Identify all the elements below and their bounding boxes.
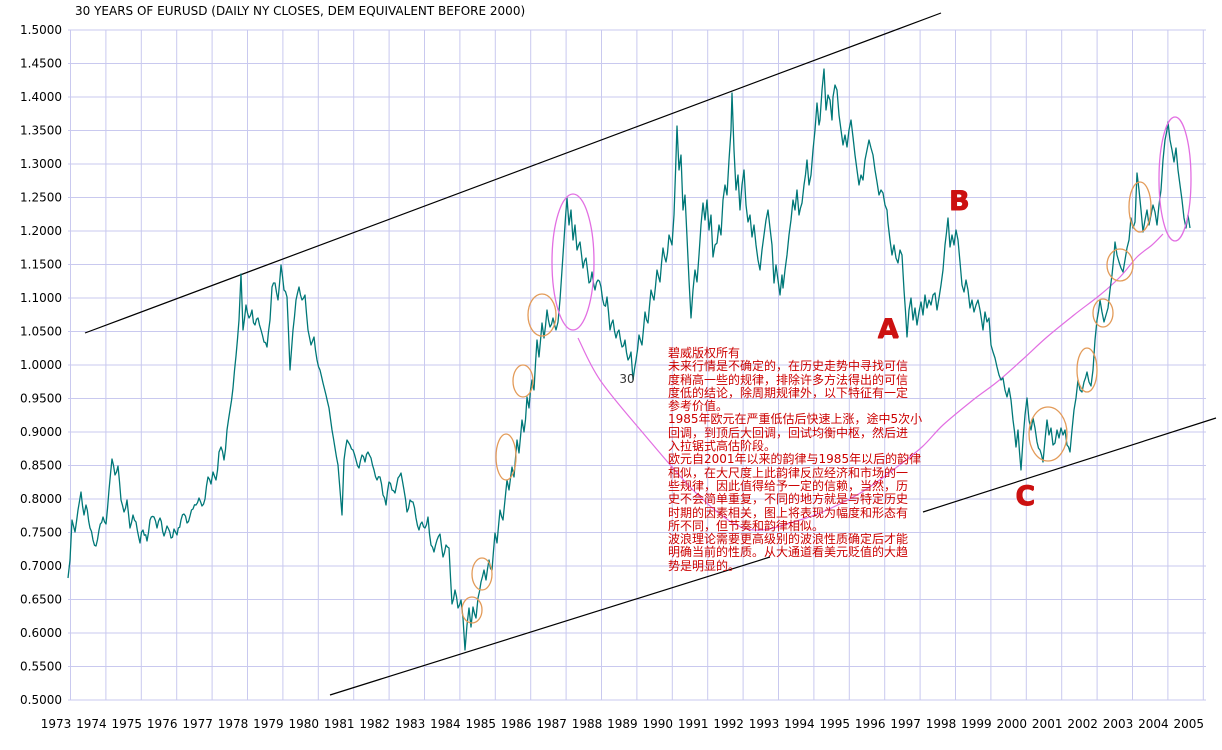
annotation-line: 度低的结论，除周期规律外，以下特征有一定 bbox=[668, 385, 909, 400]
wave-label-c: C bbox=[1015, 480, 1035, 512]
y-axis-tick-label: 1.1000 bbox=[20, 291, 62, 305]
x-axis-tick-label: 1989 bbox=[607, 717, 638, 731]
y-axis-tick-label: 0.5500 bbox=[20, 660, 62, 674]
x-axis-tick-label: 1992 bbox=[713, 717, 744, 731]
pullback-highlight-circle bbox=[495, 433, 517, 481]
pullback-highlight-circle bbox=[527, 293, 557, 337]
x-axis-tick-label: 2002 bbox=[1067, 717, 1098, 731]
annotation-line: 1985年欧元在严重低估后快速上涨，途中5次小 bbox=[668, 412, 923, 427]
y-axis-tick-label: 1.2500 bbox=[20, 191, 62, 205]
y-axis-tick-label: 1.4000 bbox=[20, 90, 62, 104]
wave-label-b: B bbox=[948, 185, 970, 217]
x-axis-tick-label: 1996 bbox=[855, 717, 886, 731]
y-axis-tick-label: 0.6500 bbox=[20, 593, 62, 607]
y-axis-tick-label: 1.3500 bbox=[20, 124, 62, 138]
annotation-line: 波浪理论需要更高级别的波浪性质确定后才能 bbox=[668, 532, 909, 547]
annotation-line: 度稍高一些的规律，排除许多方法得出的可信 bbox=[668, 372, 909, 387]
top-highlight-ellipse bbox=[1158, 116, 1192, 242]
chart-title: 30 YEARS OF EURUSD (DAILY NY CLOSES, DEM… bbox=[75, 4, 526, 18]
rhythm-comparison-curve bbox=[577, 233, 1164, 531]
x-axis-tick-label: 1991 bbox=[678, 717, 709, 731]
pullback-highlight-circle bbox=[1092, 298, 1114, 328]
x-axis-tick-label: 1980 bbox=[289, 717, 320, 731]
y-axis-tick-label: 1.0500 bbox=[20, 325, 62, 339]
y-axis-tick-label: 1.1500 bbox=[20, 258, 62, 272]
pullback-highlight-circle bbox=[471, 557, 493, 591]
annotation-line: 时期的因素相关，图上将表现为幅度和形态有 bbox=[668, 505, 909, 520]
y-axis-tick-label: 0.5000 bbox=[20, 693, 62, 707]
x-axis-tick-label: 1985 bbox=[466, 717, 497, 731]
annotation-text-block: 碧威版权所有 未来行情是不确定的，在历史走势中寻找可信 度稍高一些的规律，排除许多方… bbox=[668, 346, 923, 573]
y-axis-tick-label: 1.0000 bbox=[20, 358, 62, 372]
x-axis-tick-label: 1982 bbox=[359, 717, 390, 731]
x-axis-tick-label: 1988 bbox=[572, 717, 603, 731]
annotation-line: 参考价值。 bbox=[668, 399, 729, 414]
marker-30-label: 30 bbox=[619, 372, 635, 386]
x-axis-tick-label: 1990 bbox=[643, 717, 674, 731]
x-axis-tick-label: 1998 bbox=[926, 717, 957, 731]
y-axis-tick-label: 1.3000 bbox=[20, 157, 62, 171]
annotation-line: 史不会简单重复，不同的地方就是与特定历史 bbox=[668, 492, 909, 507]
annotation-line: 未来行情是不确定的，在历史走势中寻找可信 bbox=[668, 359, 909, 374]
annotation-line: 欧元自2001年以来的韵律与1985年以后的韵律 bbox=[668, 452, 922, 467]
x-axis-tick-label: 2005 bbox=[1174, 717, 1205, 731]
x-axis-tick-label: 1987 bbox=[536, 717, 567, 731]
x-axis-tick-label: 2003 bbox=[1103, 717, 1134, 731]
pullback-highlight-circle bbox=[1128, 181, 1152, 233]
y-axis-tick-label: 0.6000 bbox=[20, 626, 62, 640]
annotation-line: 回调，到顶后大回调，回试均衡中枢，然后进 bbox=[668, 425, 909, 440]
lower-channel-trendline bbox=[329, 556, 771, 696]
pullback-highlight-circle bbox=[461, 596, 483, 624]
x-axis-tick-label: 1993 bbox=[749, 717, 780, 731]
x-axis-tick-label: 1995 bbox=[820, 717, 851, 731]
pullback-highlight-circle bbox=[1028, 406, 1068, 462]
pullback-highlight-circle bbox=[512, 364, 534, 398]
pullback-highlight-circle bbox=[1106, 248, 1134, 282]
x-axis-tick-label: 1975 bbox=[112, 717, 143, 731]
x-axis-tick-label: 1994 bbox=[784, 717, 815, 731]
x-axis-tick-label: 1984 bbox=[430, 717, 461, 731]
lower-channel-trendline bbox=[922, 417, 1217, 513]
annotation-line: 相似，在大尺度上此韵律反应经济和市场的一 bbox=[668, 465, 909, 480]
annotation-line: 所不同，但节奏和韵律相似。 bbox=[668, 518, 825, 533]
x-axis-tick-label: 1999 bbox=[961, 717, 992, 731]
x-axis-tick-label: 1977 bbox=[182, 717, 213, 731]
upper-channel-trendline bbox=[84, 12, 942, 334]
x-axis-tick-label: 1974 bbox=[76, 717, 107, 731]
y-axis-tick-label: 0.7000 bbox=[20, 559, 62, 573]
x-axis-tick-label: 1986 bbox=[501, 717, 532, 731]
y-axis-tick-label: 0.9500 bbox=[20, 392, 62, 406]
x-axis-tick-label: 1976 bbox=[147, 717, 178, 731]
y-axis-tick-label: 0.8500 bbox=[20, 459, 62, 473]
x-axis-tick-label: 2001 bbox=[1032, 717, 1063, 731]
y-axis-tick-label: 1.5000 bbox=[20, 23, 62, 37]
annotation-line: 势是明显的。 bbox=[668, 558, 741, 573]
annotation-line: 明确当前的性质。从大通道看美元贬值的大趋 bbox=[668, 545, 909, 560]
x-axis-tick-label: 1997 bbox=[890, 717, 921, 731]
y-axis-tick-label: 1.2000 bbox=[20, 224, 62, 238]
pullback-highlight-circle bbox=[1076, 347, 1098, 393]
x-axis-tick-label: 1979 bbox=[253, 717, 284, 731]
x-axis-tick-label: 1981 bbox=[324, 717, 355, 731]
x-axis-tick-label: 1983 bbox=[395, 717, 426, 731]
x-axis-tick-label: 2004 bbox=[1138, 717, 1169, 731]
eurusd-price-line bbox=[67, 68, 1191, 651]
y-axis-tick-label: 0.8000 bbox=[20, 492, 62, 506]
y-axis-tick-label: 1.4500 bbox=[20, 57, 62, 71]
x-axis-tick-label: 1978 bbox=[218, 717, 249, 731]
annotation-line: 些规律，因此值得给予一定的信赖，当然，历 bbox=[668, 478, 909, 493]
annotation-line: 入拉锯式高估阶段。 bbox=[668, 439, 777, 454]
x-axis-tick-label: 2000 bbox=[997, 717, 1028, 731]
top-highlight-ellipse bbox=[551, 193, 595, 331]
y-axis-tick-label: 0.9000 bbox=[20, 425, 62, 439]
x-axis-tick-label: 1973 bbox=[41, 717, 72, 731]
wave-label-a: A bbox=[877, 313, 899, 345]
y-axis-tick-label: 0.7500 bbox=[20, 526, 62, 540]
annotation-line: 碧威版权所有 bbox=[668, 346, 741, 360]
